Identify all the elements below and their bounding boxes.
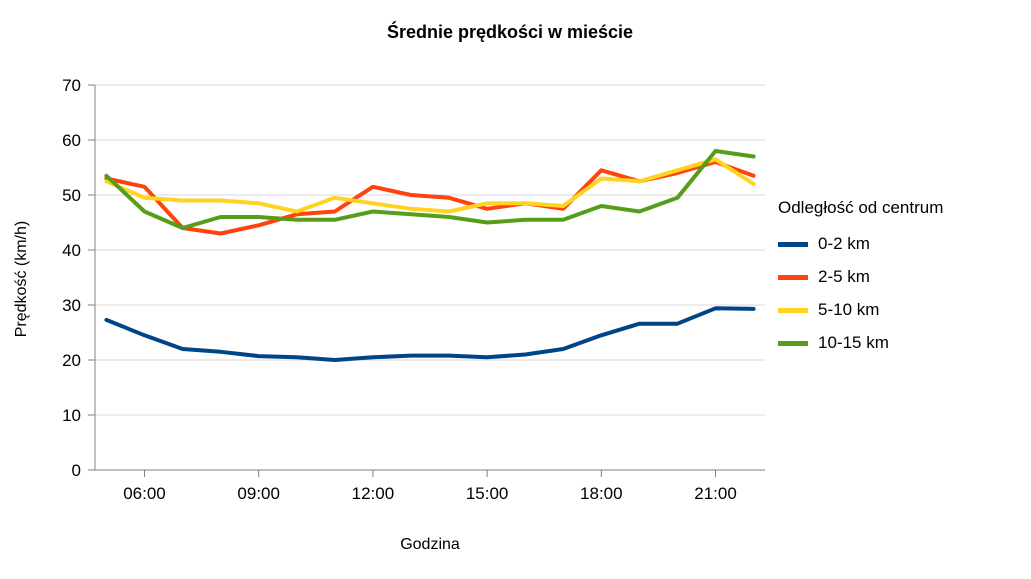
y-tick-label: 50 <box>62 186 81 205</box>
chart-title: Średnie prędkości w mieście <box>386 22 634 42</box>
legend-label: 0-2 km <box>818 234 870 253</box>
legend-item: 2-5 km <box>778 267 1023 287</box>
x-tick-label: 06:00 <box>123 484 166 503</box>
legend-swatch <box>778 307 808 313</box>
legend-items: 0-2 km 2-5 km 5-10 km 10-15 km <box>778 234 1023 353</box>
series-line-5-10km <box>104 157 756 214</box>
legend-swatch <box>778 274 808 280</box>
legend-swatch <box>778 241 808 247</box>
legend-item: 10-15 km <box>778 333 1023 353</box>
x-tick-label: 21:00 <box>694 484 737 503</box>
legend-title: Odległość od centrum <box>778 198 944 217</box>
legend-label: 2-5 km <box>818 267 870 286</box>
y-axis-title: Prędkość (km/h) <box>13 220 30 338</box>
legend-item: 0-2 km <box>778 234 1023 254</box>
x-tick-label: 09:00 <box>237 484 280 503</box>
series-line-0-2km <box>104 306 756 362</box>
y-tick-label: 60 <box>62 131 81 150</box>
y-tick-label: 70 <box>62 76 81 95</box>
y-tick-label: 0 <box>72 461 81 480</box>
x-axis-title: Godzina <box>400 536 460 553</box>
legend-label: 10-15 km <box>818 333 889 352</box>
y-tick-label: 30 <box>62 296 81 315</box>
x-tick-label: 18:00 <box>580 484 623 503</box>
legend: Odległość od centrum 0-2 km 2-5 km 5-10 km… <box>778 198 1023 366</box>
y-tick-label: 10 <box>62 406 81 425</box>
x-tick-label: 15:00 <box>466 484 509 503</box>
plot-area: 0 10 20 30 40 50 60 70 06:00 09:00 12:00 15:00 18:00… <box>62 76 765 503</box>
x-tick-label: 12:00 <box>352 484 395 503</box>
y-tick-label: 40 <box>62 241 81 260</box>
legend-label: 5-10 km <box>818 300 880 319</box>
y-tick-label: 20 <box>62 351 81 370</box>
legend-swatch <box>778 340 808 346</box>
legend-item: 5-10 km <box>778 300 1023 320</box>
series-line-10-15km <box>104 149 756 230</box>
